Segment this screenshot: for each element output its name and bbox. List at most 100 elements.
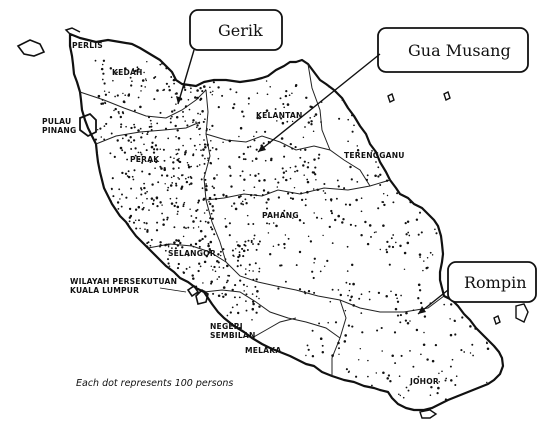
population-dot — [204, 220, 207, 223]
population-dot — [402, 396, 405, 399]
population-dot — [383, 203, 386, 207]
population-dot — [151, 202, 155, 206]
population-dot — [134, 69, 137, 73]
population-dot — [164, 249, 167, 252]
population-dot — [186, 124, 189, 127]
population-dot — [368, 224, 372, 227]
population-dot — [270, 157, 273, 160]
population-dot — [337, 341, 340, 345]
population-dot — [316, 188, 319, 191]
population-dot — [385, 250, 389, 254]
population-dot — [323, 182, 326, 186]
population-dot — [209, 217, 212, 220]
population-dot — [140, 187, 142, 190]
population-dot — [255, 194, 258, 197]
population-dot — [209, 240, 213, 244]
population-dot — [360, 293, 363, 296]
population-dot — [211, 146, 214, 149]
population-dot — [242, 203, 245, 206]
population-dot — [203, 143, 207, 146]
population-dot — [423, 315, 427, 318]
population-dot — [110, 206, 112, 209]
population-dot — [177, 177, 179, 179]
callout-gerik-label: Gerik — [218, 21, 263, 40]
population-dot — [197, 112, 199, 115]
population-dot — [175, 182, 178, 185]
population-dot — [190, 215, 193, 217]
population-dot — [151, 328, 154, 331]
population-dot — [389, 380, 392, 383]
population-dot — [238, 244, 241, 248]
population-dot — [289, 166, 292, 169]
population-dot — [177, 262, 180, 266]
population-dot — [216, 174, 218, 176]
population-dot — [214, 270, 217, 273]
population-dot — [269, 86, 271, 88]
population-dot — [119, 247, 122, 250]
population-dot — [306, 178, 309, 181]
population-dot — [454, 384, 457, 386]
population-dot — [250, 239, 253, 242]
population-dot — [222, 141, 224, 144]
population-dot — [188, 266, 191, 268]
population-dot — [169, 121, 172, 124]
population-dot — [134, 154, 137, 157]
population-dot — [196, 165, 199, 168]
population-dot — [133, 248, 135, 251]
population-dot — [267, 198, 270, 201]
population-dot — [406, 322, 410, 325]
population-dot — [111, 215, 114, 218]
population-dot — [109, 152, 112, 155]
population-dot — [171, 115, 173, 118]
population-dot — [360, 312, 363, 314]
population-dot — [228, 139, 232, 143]
population-dot — [234, 248, 237, 250]
population-dot — [138, 158, 141, 161]
population-dot — [131, 175, 134, 178]
population-dot — [120, 123, 123, 126]
population-dot — [158, 304, 161, 307]
population-dot — [157, 328, 160, 331]
population-dot — [385, 295, 388, 298]
population-dot — [126, 158, 129, 161]
population-dot — [236, 265, 239, 268]
population-dot — [399, 394, 402, 397]
population-dot — [189, 137, 192, 140]
population-dot — [112, 79, 114, 82]
population-dot — [353, 124, 355, 127]
population-dot — [444, 379, 447, 382]
population-dot — [204, 178, 207, 181]
population-dot — [158, 290, 160, 293]
population-dot — [233, 202, 236, 205]
population-dot — [434, 343, 438, 347]
population-dot — [242, 249, 246, 253]
population-dot — [231, 306, 234, 309]
population-dot — [177, 136, 181, 140]
population-dot — [258, 240, 261, 243]
population-dot — [160, 174, 164, 177]
population-dot — [342, 383, 345, 386]
population-dot — [126, 175, 129, 177]
population-dot — [313, 212, 315, 214]
population-dot — [199, 229, 203, 233]
population-dot — [343, 340, 347, 343]
population-dot — [277, 181, 280, 184]
population-dot — [109, 67, 113, 70]
population-dot — [175, 153, 178, 156]
population-dot — [368, 290, 371, 293]
population-dot — [185, 227, 187, 229]
population-dot — [412, 309, 415, 312]
population-dot — [276, 186, 279, 188]
population-dot — [284, 234, 287, 236]
population-dot — [145, 222, 148, 225]
population-dot — [109, 224, 111, 226]
population-dot — [478, 394, 481, 397]
population-dot — [254, 285, 257, 288]
population-dot — [429, 206, 431, 209]
population-dot — [345, 281, 348, 284]
population-dot — [229, 174, 232, 177]
population-dot — [222, 267, 225, 269]
population-dot — [415, 328, 419, 332]
population-dot — [137, 205, 141, 209]
population-dot — [130, 141, 133, 144]
